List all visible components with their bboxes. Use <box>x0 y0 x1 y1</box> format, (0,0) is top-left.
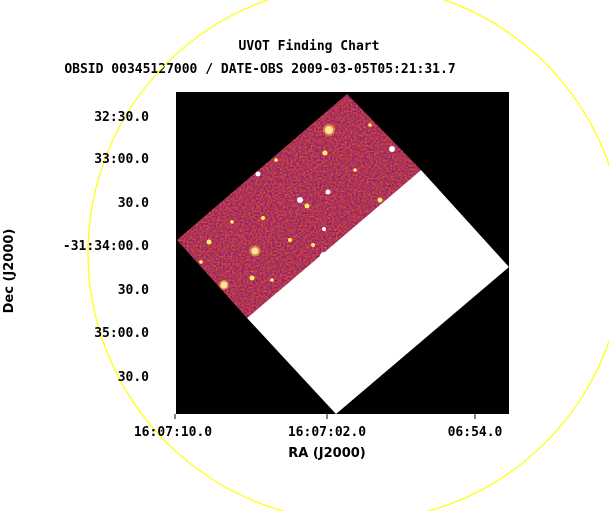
star-field <box>199 123 395 290</box>
y-tick-label: 33:00.0 <box>94 152 149 167</box>
x-tick-label: 16:07:02.0 <box>288 425 366 440</box>
x-axis-label: RA (J2000) <box>288 446 366 461</box>
chart-title: UVOT Finding Chart <box>239 39 380 54</box>
y-tick-label: 30.0 <box>118 370 149 385</box>
y-tick-label: 30.0 <box>118 196 149 211</box>
chart-subtitle: OBSID 00345127000 / DATE-OBS 2009-03-05T… <box>64 62 455 77</box>
axis-ticks <box>174 116 476 419</box>
unexposed-region <box>247 170 509 414</box>
y-tick-label: 30.0 <box>118 283 149 298</box>
x-tick-label: 16:07:10.0 <box>134 425 212 440</box>
y-tick-label: 35:00.0 <box>94 326 149 341</box>
field-of-view-circle <box>87 0 609 511</box>
boundary-notch <box>320 252 328 260</box>
y-tick-label: -31:34:00.0 <box>63 239 149 254</box>
y-tick-label: 32:30.0 <box>94 110 149 125</box>
x-tick-label: 06:54.0 <box>448 425 503 440</box>
y-axis-label: Dec (J2000) <box>2 229 17 314</box>
